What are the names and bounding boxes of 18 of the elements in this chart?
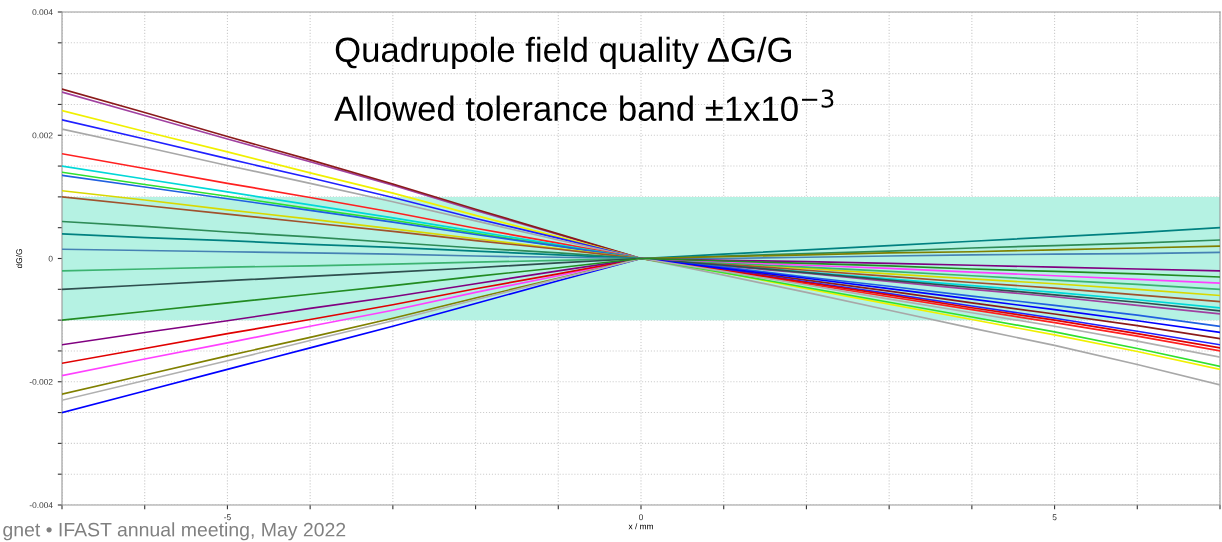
text: Allowed tolerance band ±1x10$^{−3}$ (334, 89, 834, 122)
line-series (62, 257, 1220, 346)
y-tick-label: 0 (48, 255, 53, 262)
x-tick-label: 0 (639, 514, 643, 521)
y-axis-title: dG/G (16, 249, 23, 269)
y-tick-label: 0.004 (32, 9, 53, 16)
text: gnet • IFAST annual meeting, May 2022 (3, 522, 346, 541)
x-tick-label: -5 (224, 514, 231, 521)
line-series (62, 174, 1220, 328)
line-series (62, 171, 1220, 368)
line-series (62, 257, 1220, 291)
x-tick-label: 5 (1052, 514, 1057, 521)
x-axis-title: x / mm (628, 523, 653, 530)
y-tick-label: 0.002 (32, 132, 53, 139)
line-series (62, 248, 1220, 260)
y-tick-label: -0.004 (29, 502, 53, 509)
y-tick-label: -0.002 (29, 378, 53, 385)
text: Quadrupole field quality ΔG/G (335, 36, 791, 70)
